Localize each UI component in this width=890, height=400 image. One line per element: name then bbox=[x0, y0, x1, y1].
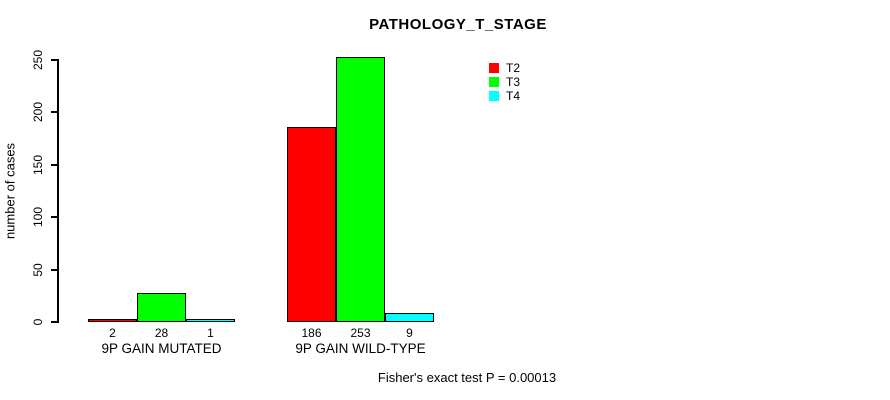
y-tick-mark bbox=[51, 59, 58, 61]
legend-label: T3 bbox=[506, 75, 521, 89]
legend-label: T4 bbox=[506, 89, 521, 103]
legend-row-t4: T4 bbox=[489, 89, 520, 103]
legend-label: T2 bbox=[506, 61, 521, 75]
legend-swatch-t3 bbox=[489, 77, 499, 87]
bar-value-label: 1 bbox=[207, 326, 214, 340]
legend: T2 T3 T4 bbox=[489, 61, 520, 103]
bar-value-label: 186 bbox=[301, 326, 322, 340]
legend-swatch-t4 bbox=[489, 91, 499, 101]
bar-value-label: 28 bbox=[154, 326, 169, 340]
bar-value-label: 253 bbox=[350, 326, 371, 340]
bar-t4-group2 bbox=[385, 312, 434, 322]
x-category-label: 9P GAIN WILD-TYPE bbox=[295, 341, 426, 356]
stat-test-annotation: Fisher's exact test P = 0.00013 bbox=[377, 370, 557, 385]
y-tick-mark bbox=[51, 163, 58, 166]
legend-row-t3: T3 bbox=[489, 75, 520, 89]
bar-value-label: 2 bbox=[109, 326, 116, 340]
y-tick-mark bbox=[51, 321, 58, 323]
bar-t3-group1 bbox=[137, 292, 186, 322]
y-tick-label: 250 bbox=[31, 49, 45, 71]
bar-t2-group1 bbox=[88, 319, 137, 322]
legend-swatch-t2 bbox=[489, 63, 499, 73]
bar-value-label: 9 bbox=[406, 326, 413, 340]
bar-t2-group2 bbox=[287, 127, 336, 322]
chart-title: PATHOLOGY_T_STAGE bbox=[369, 16, 547, 33]
y-tick-mark bbox=[51, 216, 58, 219]
y-tick-label: 100 bbox=[31, 207, 45, 228]
y-tick-mark bbox=[51, 268, 58, 271]
y-axis-label: number of cases bbox=[2, 142, 18, 240]
y-axis-line bbox=[57, 59, 59, 323]
x-category-label: 9P GAIN MUTATED bbox=[101, 341, 222, 356]
bar-t4-group1 bbox=[186, 319, 235, 322]
y-tick-label: 200 bbox=[31, 102, 45, 123]
legend-row-t2: T2 bbox=[489, 61, 520, 75]
y-tick-mark bbox=[51, 111, 58, 114]
y-tick-label: 50 bbox=[31, 262, 45, 277]
bar-t3-group2 bbox=[336, 56, 385, 322]
y-tick-label: 0 bbox=[31, 318, 45, 326]
y-tick-label: 150 bbox=[31, 154, 45, 175]
